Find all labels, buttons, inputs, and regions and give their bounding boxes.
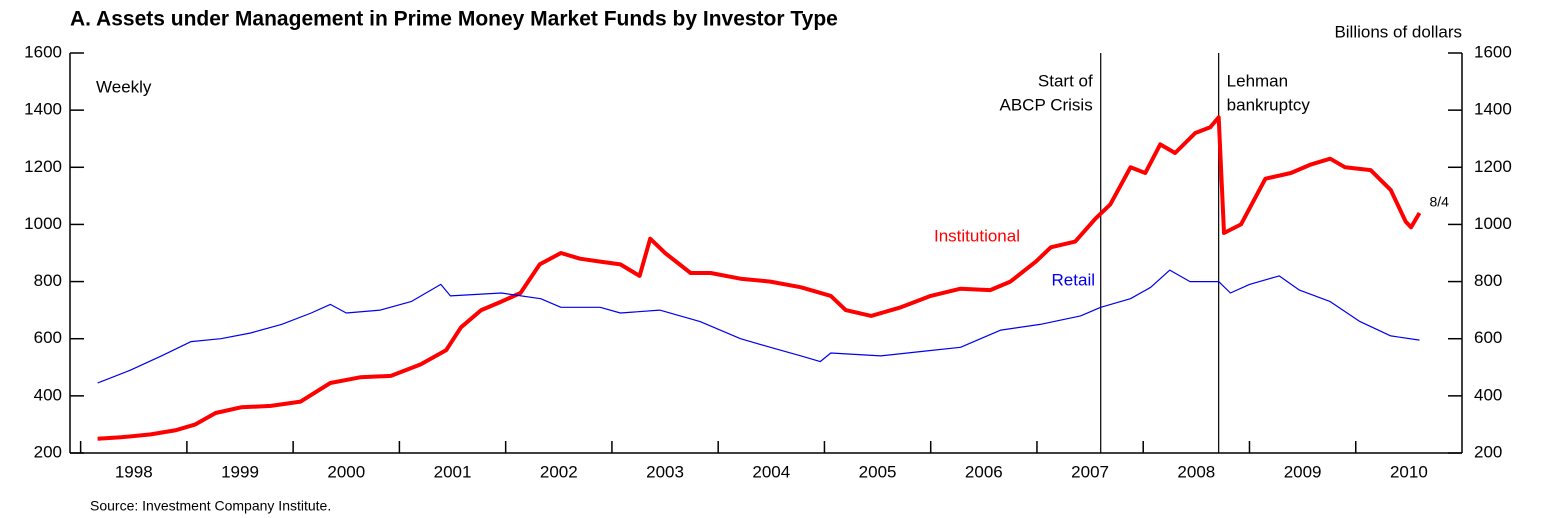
y2-tick-label: 400 [1474, 385, 1502, 404]
y-tick-label: 200 [34, 442, 62, 461]
x-tick-label: 2010 [1390, 462, 1428, 481]
event-label: Start of [1038, 71, 1093, 90]
x-tick-label: 2002 [540, 462, 578, 481]
x-tick-label: 2003 [646, 462, 684, 481]
y2-tick-label: 1000 [1474, 214, 1512, 233]
x-tick-label: 2004 [752, 462, 790, 481]
x-tick-label: 1999 [221, 462, 259, 481]
y-tick-label: 1600 [24, 42, 62, 61]
x-tick-label: 2009 [1284, 462, 1322, 481]
series-label: Retail [1052, 270, 1095, 289]
source-note: Source: Investment Company Institute. [90, 498, 331, 514]
y-tick-label: 400 [34, 385, 62, 404]
chart-title: A. Assets under Management in Prime Mone… [70, 8, 838, 31]
y-tick-label: 1200 [24, 157, 62, 176]
x-tick-label: 2005 [859, 462, 897, 481]
y2-tick-label: 1400 [1474, 100, 1512, 119]
x-tick-label: 2000 [327, 462, 365, 481]
y-tick-label: 600 [34, 328, 62, 347]
x-tick-label: 2008 [1177, 462, 1215, 481]
y-tick-label: 800 [34, 271, 62, 290]
y2-tick-label: 200 [1474, 442, 1502, 461]
y2-tick-label: 800 [1474, 271, 1502, 290]
series-line [97, 115, 1422, 441]
series-label: Institutional [934, 226, 1020, 245]
y-axis-label: Billions of dollars [1334, 22, 1462, 41]
x-tick-label: 2006 [965, 462, 1003, 481]
y2-tick-label: 1600 [1474, 42, 1512, 61]
x-tick-label: 1998 [115, 462, 153, 481]
event-label: Lehman [1227, 71, 1288, 90]
y-tick-label: 1000 [24, 214, 62, 233]
end-label: 8/4 [1429, 194, 1449, 210]
event-label: ABCP Crisis [1000, 95, 1093, 114]
x-tick-label: 2001 [434, 462, 472, 481]
event-label: bankruptcy [1227, 95, 1311, 114]
y2-tick-label: 1200 [1474, 157, 1512, 176]
x-tick-label: 2007 [1071, 462, 1109, 481]
y2-tick-label: 600 [1474, 328, 1502, 347]
y-tick-label: 1400 [24, 100, 62, 119]
frequency-note: Weekly [96, 77, 152, 96]
series-line [97, 269, 1420, 384]
